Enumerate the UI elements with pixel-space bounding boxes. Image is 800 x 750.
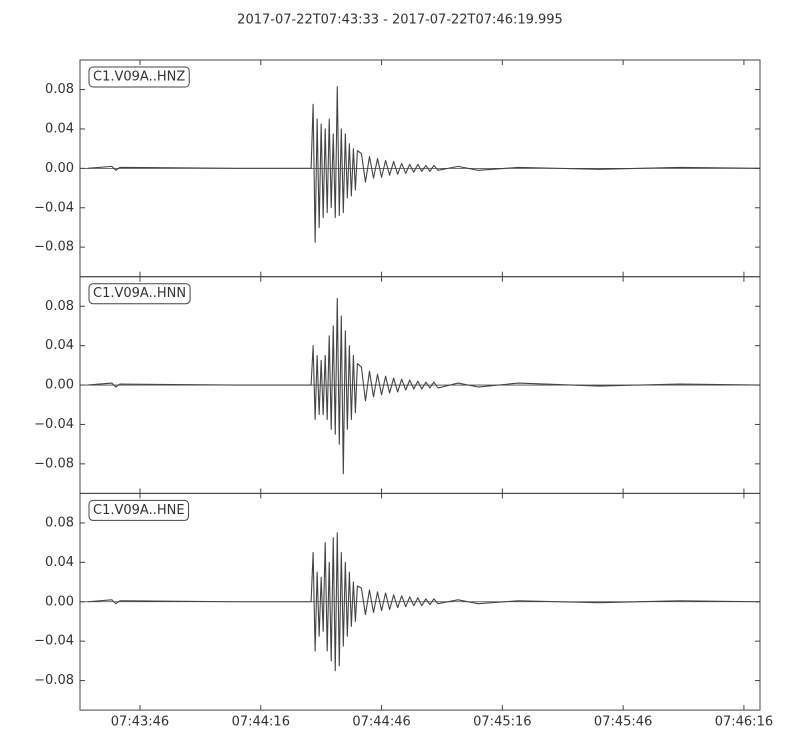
x-tick-label: 07:45:16 xyxy=(473,715,531,730)
waveform xyxy=(87,532,761,672)
x-tick-label: 07:45:46 xyxy=(594,715,652,730)
trace-label-box xyxy=(88,499,190,521)
y-tick-label: 0.08 xyxy=(45,299,74,314)
y-tick-label: 0.04 xyxy=(45,121,74,136)
trace-label-box xyxy=(88,283,191,305)
y-tick-label: −0.08 xyxy=(34,240,74,255)
y-tick-label: 0.08 xyxy=(45,82,74,97)
x-tick-label: 07:43:46 xyxy=(111,715,169,730)
y-tick-label: 0.00 xyxy=(45,594,74,609)
panel-frame xyxy=(79,492,761,711)
waveform xyxy=(87,86,761,243)
trace-label: C1.V09A..HNE xyxy=(93,503,185,518)
figure-title: 2017-07-22T07:43:33 - 2017-07-22T07:46:1… xyxy=(237,13,563,28)
y-tick-label: −0.08 xyxy=(34,673,74,688)
waveform xyxy=(87,297,761,475)
y-tick-label: 0.00 xyxy=(45,378,74,393)
trace-label: C1.V09A..HNZ xyxy=(93,70,185,85)
y-tick-label: 0.00 xyxy=(45,161,74,176)
y-tick-label: 0.04 xyxy=(45,555,74,570)
x-tick-label: 07:44:16 xyxy=(232,715,290,730)
y-tick-label: −0.08 xyxy=(34,456,74,471)
y-tick-label: −0.04 xyxy=(34,200,74,215)
x-tick-label: 07:46:16 xyxy=(715,715,773,730)
y-tick-label: 0.08 xyxy=(45,515,74,530)
y-tick-label: −0.04 xyxy=(34,417,74,432)
y-tick-label: −0.04 xyxy=(34,634,74,649)
y-tick-label: 0.04 xyxy=(45,338,74,353)
trace-label: C1.V09A..HNN xyxy=(93,286,186,301)
x-tick-label: 07:44:46 xyxy=(352,715,410,730)
trace-label-box xyxy=(88,66,190,88)
